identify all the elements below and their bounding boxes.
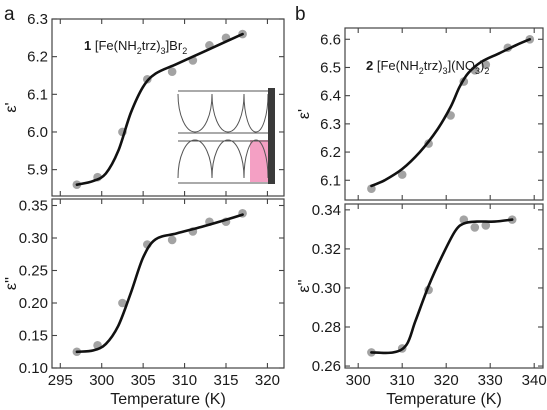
y-tick-label: 0.30 [19,230,48,247]
data-point [167,235,177,245]
chart-b-bottom: 300 310 320 330 340 0.26 0.28 0.30 0.32 0.34 ε'' Te… [296,202,547,408]
plot-frame [344,203,544,369]
panel-letter-a: a [4,4,15,25]
inset-bottom-arc-3 [243,139,269,179]
data-point [167,67,177,77]
inset-top-arc-3 [243,93,269,133]
panel-letter-b: b [295,4,306,25]
fit-curve [370,218,514,355]
y-tick-label: 6.5 [320,59,341,76]
y-axis-title: ε'' [3,277,20,290]
y-tick-label: 6.6 [320,31,341,48]
y-tick-label: 0.28 [312,319,341,336]
inset-top-arc-1 [177,93,213,133]
y-tick-label: 6.1 [27,86,48,103]
plot-frame [51,18,285,197]
y-tick-label: 6.2 [27,49,48,66]
y-tick-label: 0.15 [19,328,48,345]
y-tick-label: 6.1 [320,172,341,189]
x-tick-label: 310 [390,372,415,389]
inset-bottom-arc-2 [211,139,245,179]
data-point [481,60,491,69]
inset-electrode-bar [268,88,275,184]
y-tick-label: 0.26 [312,358,341,375]
inset-bottom-arc-1 [177,139,213,179]
y-tick-label: 6.4 [320,88,341,105]
chart-b-top: 6.1 6.2 6.3 6.4 6.5 6.6 ε' [296,27,544,201]
x-tick-label: 315 [213,372,238,389]
y-tick-label: 6.0 [27,124,48,141]
plot-frame [51,198,285,369]
y-tick-label: 0.25 [19,263,48,280]
fit-curve [370,38,532,188]
y-tick-label: 6.2 [320,144,341,161]
inset-schematic [177,88,275,184]
chart-a-top: 5.9 6.0 6.1 6.2 6.3 ε' [3,11,285,197]
x-tick-label: 330 [478,372,503,389]
data-point [397,170,407,179]
x-axis-title: Temperature (K) [110,391,226,408]
x-tick-label: 320 [255,372,280,389]
y-axis-title: ε' [296,109,313,119]
x-axis-title: Temperature (K) [386,391,502,408]
x-tick-label: 300 [346,372,371,389]
y-axis-title: ε'' [296,279,313,292]
y-tick-label: 0.30 [312,280,341,297]
x-tick-label: 310 [172,372,197,389]
x-tick-label: 340 [522,372,547,389]
y-tick-label: 0.10 [19,360,48,377]
data-point [481,221,491,230]
inset-highlight [250,140,270,182]
y-tick-label: 0.35 [19,198,48,215]
y-tick-label: 6.3 [320,116,341,133]
inset-top-arc-2 [211,93,245,133]
compound-label-1: 1 [Fe(NH2trz)3]Br2 [84,38,187,56]
chart-a-bottom: 295 300 305 310 315 320 0.10 0.15 0.20 0.25 0.30 0.… [3,198,285,408]
compound-label-2: 2 [Fe(NH2trz)3](NO3)2 [366,58,489,76]
data-point [118,298,127,308]
y-tick-label: 0.32 [312,241,341,258]
x-tick-label: 320 [434,372,459,389]
charts-layer: 5.9 6.0 6.1 6.2 6.3 ε' 295 300 305 310 315 320 0.10 0… [3,11,547,408]
x-tick-label: 295 [48,372,73,389]
y-tick-label: 6.3 [27,11,48,28]
data-point [470,223,480,232]
x-tick-label: 300 [89,372,114,389]
plot-frame [344,27,544,201]
fit-curve [75,213,244,354]
data-point [367,184,376,194]
y-axis-title: ε' [3,102,20,112]
x-tick-label: 305 [131,372,156,389]
y-tick-label: 0.34 [312,202,341,219]
y-tick-label: 0.20 [19,295,48,312]
fit-curve [75,32,244,186]
y-tick-label: 5.9 [27,162,48,179]
